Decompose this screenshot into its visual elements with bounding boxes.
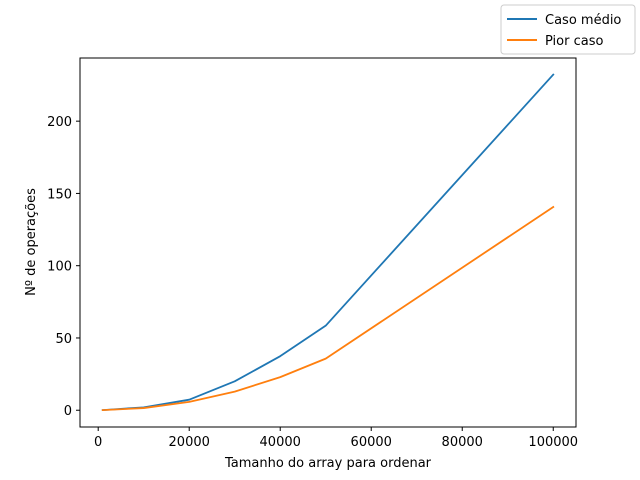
plot-area xyxy=(79,57,577,428)
x-tick-label: 60000 xyxy=(351,435,392,450)
series-line-pior-caso xyxy=(101,205,555,412)
y-tick-label: 100 xyxy=(47,260,72,275)
x-tick-label: 20000 xyxy=(169,435,210,450)
y-axis-ticks: 0 50 100 150 200 xyxy=(47,115,80,419)
x-axis-ticks: 0 20000 40000 60000 80000 100000 xyxy=(94,427,578,450)
x-tick-label: 80000 xyxy=(442,435,483,450)
legend: Caso médio Pior caso xyxy=(500,4,636,55)
y-tick-label: 0 xyxy=(64,404,72,419)
y-axis-label: Nº de operações xyxy=(24,188,39,296)
x-axis-label: Tamanho do array para ordenar xyxy=(224,456,432,471)
x-tick-label: 0 xyxy=(94,435,102,450)
x-tick-label: 40000 xyxy=(260,435,301,450)
series-lines xyxy=(101,73,555,412)
legend-label-caso-medio: Caso médio xyxy=(545,13,621,28)
y-tick-label: 200 xyxy=(47,115,72,130)
y-tick-label: 150 xyxy=(47,187,72,202)
legend-box xyxy=(500,4,636,55)
y-tick-label: 50 xyxy=(55,332,72,347)
legend-label-pior-caso: Pior caso xyxy=(545,34,603,49)
x-tick-label: 100000 xyxy=(528,435,578,450)
